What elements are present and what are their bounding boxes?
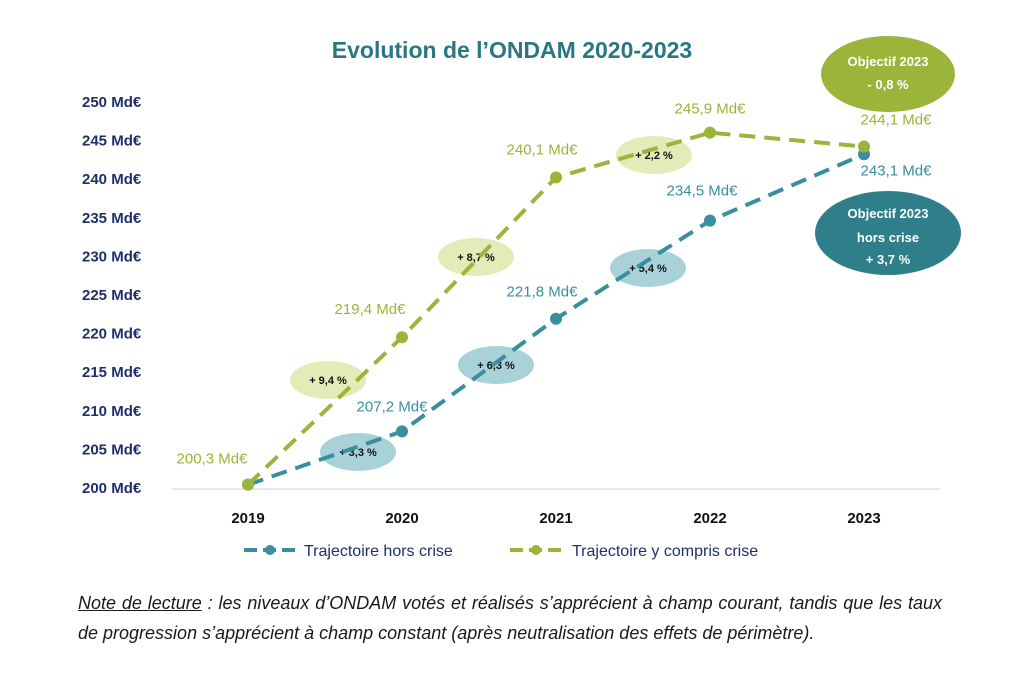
objective-label: hors crise [857,230,919,245]
legend-marker [265,545,275,555]
growth-bubble [616,136,692,174]
note-text: : les niveaux d’ONDAM votés et réalisés … [78,593,942,643]
reading-note: Note de lecture : les niveaux d’ONDAM vo… [78,588,942,648]
y-tick-label: 245 Md€ [82,133,142,150]
x-tick-label: 2023 [847,510,880,527]
objective-label: Objectif 2023 [848,54,929,69]
y-tick-label: 215 Md€ [82,364,142,381]
data-point [858,140,870,153]
growth-label: + 8,7 % [457,252,495,264]
growth-label: + 2,2 % [635,150,673,162]
y-tick-label: 210 Md€ [82,403,142,420]
point-label: 244,1 Md€ [861,112,933,129]
growth-label: + 6,3 % [477,360,515,372]
data-point [550,171,562,184]
objective-label: Objectif 2023 [848,206,929,221]
y-tick-label: 205 Md€ [82,441,142,458]
objective-bubble [815,191,961,275]
y-tick-label: 225 Md€ [82,287,142,304]
x-tick-label: 2021 [539,510,572,527]
objective-label: + 3,7 % [866,252,911,267]
data-point [704,126,716,139]
objective-bubble [821,36,955,112]
legend-label: Trajectoire hors crise [304,543,453,560]
point-label: 200,3 Md€ [177,451,249,468]
y-tick-label: 235 Md€ [82,210,142,227]
point-label: 207,2 Md€ [357,398,429,415]
data-point [242,478,254,491]
legend-label: Trajectoire y compris crise [572,543,758,560]
data-point [396,425,408,438]
objective-label: - 0,8 % [867,77,909,92]
growth-label: + 9,4 % [309,375,347,387]
y-tick-label: 230 Md€ [82,248,142,265]
y-tick-label: 240 Md€ [82,171,142,188]
x-tick-label: 2022 [693,510,726,527]
x-tick-label: 2020 [385,510,418,527]
growth-label: + 5,4 % [629,263,667,275]
growth-bubble [320,433,396,471]
data-point [550,312,562,325]
growth-bubble [610,249,686,287]
chart-title: Evolution de l’ONDAM 2020-2023 [332,37,692,63]
data-point [704,214,716,227]
growth-bubble [438,238,514,276]
y-tick-label: 220 Md€ [82,326,142,343]
x-tick-label: 2019 [231,510,264,527]
point-label: 240,1 Md€ [507,141,579,158]
point-label: 243,1 Md€ [861,162,933,179]
note-label: Note de lecture [78,593,202,613]
point-label: 221,8 Md€ [507,284,579,301]
ondam-chart: Evolution de l’ONDAM 2020-2023 250 Md€ 245… [82,36,961,560]
legend-marker [531,545,541,555]
y-tick-label: 250 Md€ [82,94,142,111]
point-label: 234,5 Md€ [667,183,739,200]
y-tick-label: 200 Md€ [82,480,142,497]
point-label: 245,9 Md€ [675,101,747,118]
data-point [396,331,408,344]
point-label: 219,4 Md€ [335,301,407,318]
